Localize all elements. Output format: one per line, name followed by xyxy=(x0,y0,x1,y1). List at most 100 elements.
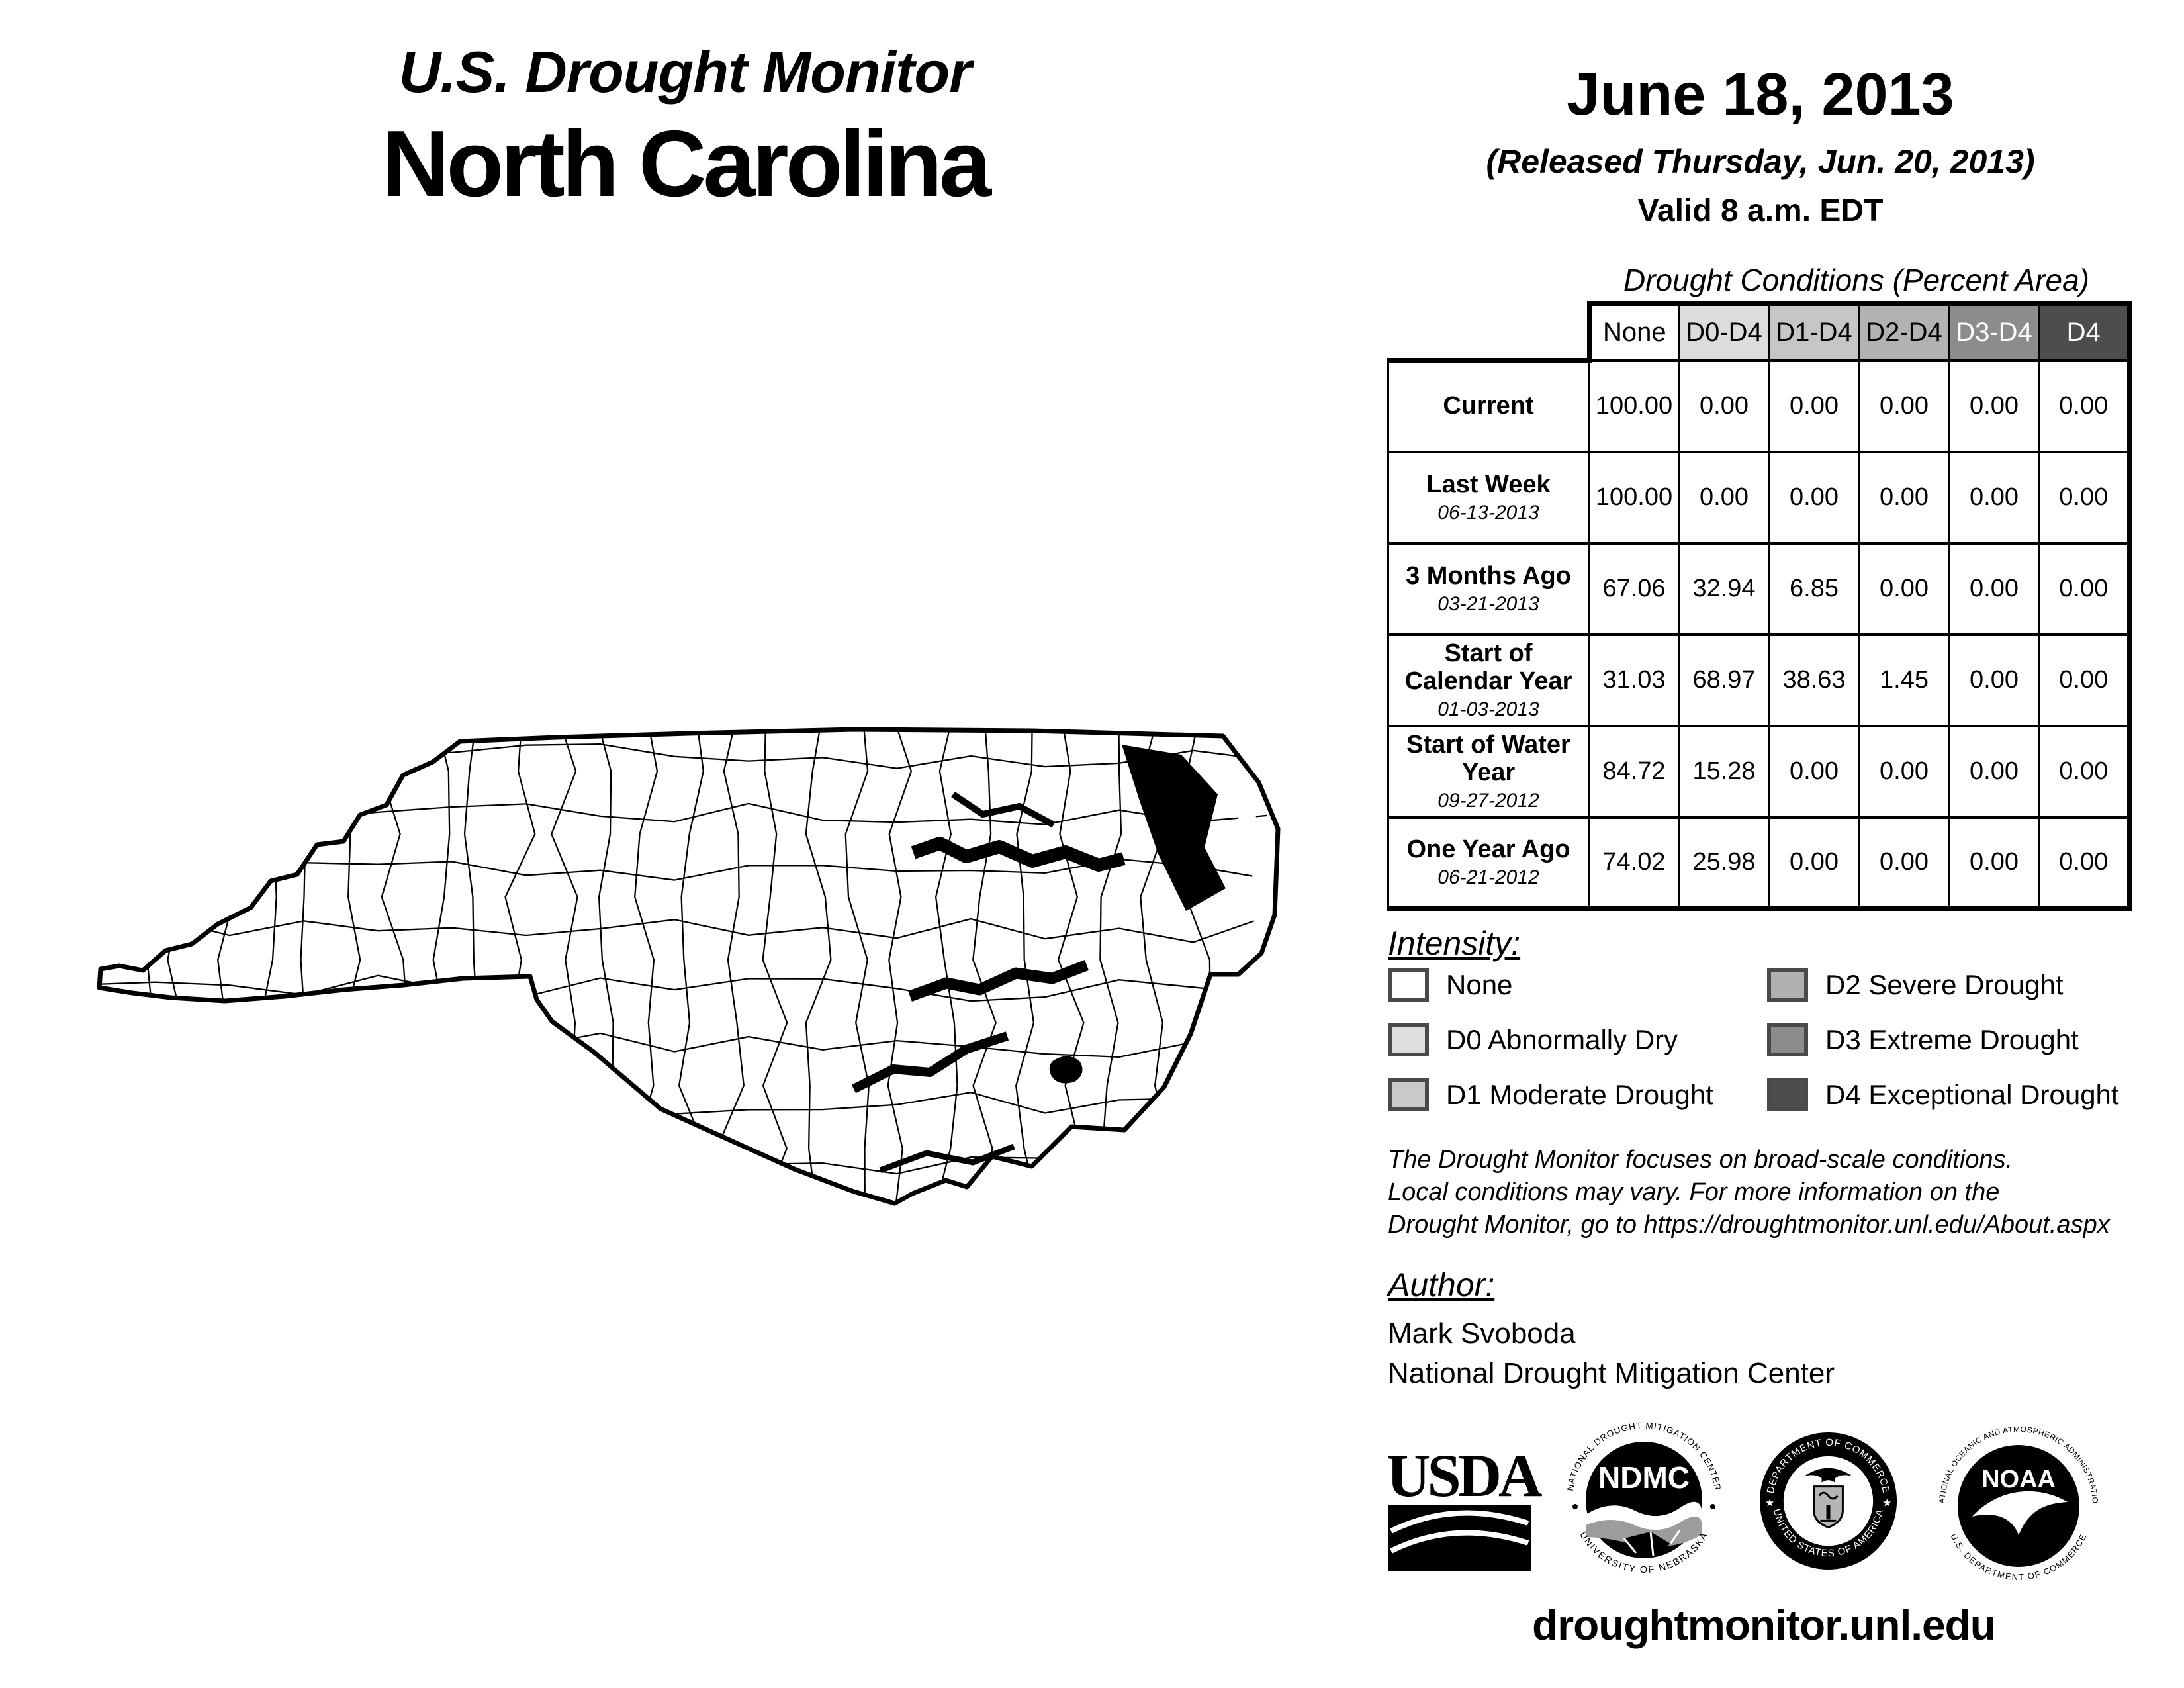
value-cell: 68.97 xyxy=(1678,633,1770,727)
value-cell: 0.00 xyxy=(1678,450,1770,545)
drought-conditions-table: None D0-D4 D1-D4 D2-D4 D3-D4 D4 Current … xyxy=(1387,301,2132,911)
author-heading: Author: xyxy=(1388,1266,1495,1303)
row-label: Last Week 06-13-2013 xyxy=(1387,450,1590,545)
legend-item-none: None xyxy=(1388,968,1512,1002)
legend-swatch-d2 xyxy=(1767,968,1808,1002)
row-label: 3 Months Ago 03-21-2013 xyxy=(1387,541,1590,636)
row-date: 06-13-2013 xyxy=(1437,501,1539,524)
value-cell: 38.63 xyxy=(1768,633,1860,727)
ndmc-logo: NDMC NATIONAL DROUGHT MITIGATION CENTER … xyxy=(1565,1421,1722,1575)
legend-item-d0: D0 Abnormally Dry xyxy=(1388,1023,1678,1056)
released-date: (Released Thursday, Jun. 20, 2013) xyxy=(1486,143,2035,180)
value-cell: 0.00 xyxy=(1858,450,1950,545)
value-cell: 0.00 xyxy=(1948,450,2040,545)
value-cell: 25.98 xyxy=(1678,816,1770,911)
value-cell: 0.00 xyxy=(1768,724,1860,819)
value-cell: 84.72 xyxy=(1588,724,1680,819)
value-cell: 0.00 xyxy=(2038,359,2132,453)
disclaimer-text: The Drought Monitor focuses on broad-sca… xyxy=(1388,1146,2110,1239)
legend-title: Intensity: xyxy=(1388,925,1521,962)
value-cell: 0.00 xyxy=(1858,816,1950,911)
row-label: One Year Ago 06-21-2012 xyxy=(1387,816,1590,911)
row-label: Start of Water Year 09-27-2012 xyxy=(1387,724,1590,819)
map-date: June 18, 2013 xyxy=(1567,62,1954,128)
doc-left-star: ★ xyxy=(1765,1497,1774,1509)
row-label: Current xyxy=(1387,358,1590,453)
value-cell: 6.85 xyxy=(1768,541,1860,636)
legend-label: None xyxy=(1446,969,1513,1000)
value-cell: 100.00 xyxy=(1588,450,1680,545)
legend-label: D3 Extreme Drought xyxy=(1825,1024,2079,1055)
table-header-row: None D0-D4 D1-D4 D2-D4 D3-D4 D4 xyxy=(1388,301,2132,362)
legend-label: D0 Abnormally Dry xyxy=(1446,1024,1678,1055)
value-cell: 0.00 xyxy=(1858,541,1950,636)
usda-swoosh-icon xyxy=(1388,1505,1531,1571)
report-title: U.S. Drought Monitor xyxy=(398,39,972,105)
legend-swatch-d0 xyxy=(1388,1023,1429,1056)
value-cell: 31.03 xyxy=(1588,633,1680,727)
nc-county-map xyxy=(93,715,1284,1218)
value-cell: 0.00 xyxy=(1678,359,1770,453)
usda-logo: USDA xyxy=(1387,1442,1542,1574)
doc-eagle-shield-icon xyxy=(1804,1468,1852,1528)
footer-url: droughtmonitor.unl.edu xyxy=(1532,1601,1996,1649)
value-cell: 0.00 xyxy=(1858,724,1950,819)
row-label: Start of Calendar Year 01-03-2013 xyxy=(1387,633,1590,727)
value-cell: 0.00 xyxy=(1768,816,1860,911)
value-cell: 0.00 xyxy=(2038,633,2132,727)
date-block: June 18, 2013 (Released Thursday, Jun. 2… xyxy=(1350,61,2171,229)
legend-label: D1 Moderate Drought xyxy=(1446,1079,1713,1110)
noaa-wordmark: NOAA xyxy=(1981,1466,2056,1493)
table-row: One Year Ago 06-21-2012 74.02 25.98 0.00… xyxy=(1387,816,2132,911)
department-of-commerce-seal: DEPARTMENT OF COMMERCE UNITED STATES OF … xyxy=(1759,1432,1897,1570)
value-cell: 0.00 xyxy=(2038,541,2132,636)
legend-item-d1: D1 Moderate Drought xyxy=(1388,1078,1713,1111)
valid-time: Valid 8 a.m. EDT xyxy=(1637,193,1884,228)
row-date: 06-21-2012 xyxy=(1437,867,1539,889)
table-row: Start of Calendar Year 01-03-2013 31.03 … xyxy=(1387,633,2132,727)
column-header-d1d4: D1-D4 xyxy=(1768,301,1860,362)
legend-item-d3: D3 Extreme Drought xyxy=(1767,1023,2079,1056)
author-org: National Drought Mitigation Center xyxy=(1388,1357,1835,1389)
table-row: 3 Months Ago 03-21-2013 67.06 32.94 6.85… xyxy=(1387,541,2132,636)
value-cell: 0.00 xyxy=(1948,541,2040,636)
table-title: Drought Conditions (Percent Area) xyxy=(1623,263,2089,297)
table-row: Last Week 06-13-2013 100.00 0.00 0.00 0.… xyxy=(1387,450,2132,545)
legend-swatch-d4 xyxy=(1767,1078,1808,1111)
value-cell: 67.06 xyxy=(1588,541,1680,636)
value-cell: 0.00 xyxy=(2038,816,2132,911)
column-header-d4: D4 xyxy=(2038,301,2132,362)
value-cell: 0.00 xyxy=(2038,450,2132,545)
usda-wordmark: USDA xyxy=(1387,1442,1542,1509)
table-row: Current 100.00 0.00 0.00 0.00 0.00 0.00 xyxy=(1387,358,2132,453)
legend-label: D4 Exceptional Drought xyxy=(1825,1079,2119,1110)
column-header-d3d4: D3-D4 xyxy=(1948,301,2040,362)
legend-item-d4: D4 Exceptional Drought xyxy=(1767,1078,2119,1111)
value-cell: 0.00 xyxy=(1948,359,2040,453)
doc-right-star: ★ xyxy=(1882,1497,1891,1509)
value-cell: 0.00 xyxy=(1948,724,2040,819)
value-cell: 0.00 xyxy=(1768,359,1860,453)
value-cell: 0.00 xyxy=(1768,450,1860,545)
value-cell: 1.45 xyxy=(1858,633,1950,727)
value-cell: 0.00 xyxy=(2038,724,2132,819)
column-header-none: None xyxy=(1586,301,1680,362)
value-cell: 74.02 xyxy=(1588,816,1680,911)
state-fill xyxy=(99,729,1278,1203)
table-row: Start of Water Year 09-27-2012 84.72 15.… xyxy=(1387,724,2132,819)
value-cell: 32.94 xyxy=(1678,541,1770,636)
row-date: 01-03-2013 xyxy=(1437,698,1539,720)
legend-swatch-d3 xyxy=(1767,1023,1808,1056)
value-cell: 15.28 xyxy=(1678,724,1770,819)
state-name-title: North Carolina xyxy=(381,111,991,216)
legend-label: D2 Severe Drought xyxy=(1825,969,2064,1000)
value-cell: 0.00 xyxy=(1858,359,1950,453)
noaa-logo: NATIONAL OCEANIC AND ATMOSPHERIC ADMINIS… xyxy=(1937,1425,2100,1582)
ndmc-wordmark: NDMC xyxy=(1598,1460,1690,1495)
row-date: 09-27-2012 xyxy=(1437,789,1539,812)
column-header-d0d4: D0-D4 xyxy=(1678,301,1770,362)
row-date: 03-21-2013 xyxy=(1437,592,1539,615)
report-title-block: U.S. Drought Monitor North Carolina xyxy=(199,38,1171,218)
value-cell: 100.00 xyxy=(1588,359,1680,453)
